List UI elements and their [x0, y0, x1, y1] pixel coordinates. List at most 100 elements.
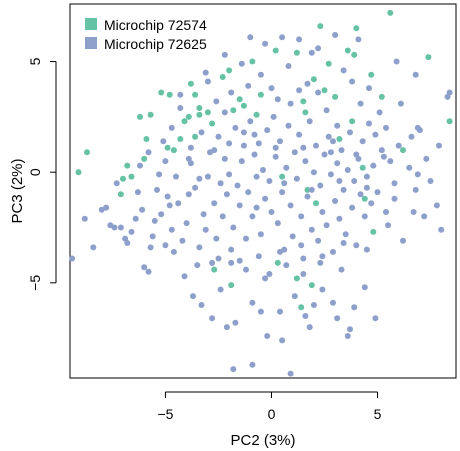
data-point-series-2-194: [149, 233, 156, 240]
data-point-series-2-243: [257, 308, 264, 315]
data-point-series-2-105: [370, 162, 377, 169]
data-point-series-2-129: [249, 299, 256, 306]
data-point-series-2-8: [139, 206, 146, 213]
data-point-series-2-235: [177, 91, 184, 98]
legend: Microchip 72574 Microchip 72625: [85, 17, 207, 52]
data-point-series-2-78: [313, 142, 319, 149]
data-point-series-1-35: [310, 76, 317, 83]
data-point-series-2-56: [266, 178, 273, 184]
data-point-series-2-152: [204, 78, 211, 85]
data-point-series-2-2: [90, 244, 97, 251]
axes-layer: −5 0 5 −5 0 5: [27, 57, 382, 422]
data-point-series-2-29: [209, 259, 216, 266]
data-point-series-2-245: [223, 324, 230, 331]
legend-label-series-2: Microchip 72625: [104, 36, 207, 52]
data-point-series-2-159: [357, 100, 364, 107]
data-point-series-2-54: [262, 195, 269, 202]
data-point-series-2-97: [353, 242, 360, 249]
data-point-series-2-116: [421, 213, 428, 220]
data-point-series-2-90: [338, 147, 345, 154]
data-point-series-1-1: [75, 169, 82, 176]
data-point-series-2-30: [211, 200, 218, 207]
data-point-series-2-109: [387, 158, 394, 165]
y-tick-label-2: 0: [27, 168, 43, 176]
data-point-series-2-147: [279, 337, 286, 344]
data-point-series-1-7: [141, 155, 148, 162]
data-point-series-1-48: [370, 228, 377, 235]
data-point-series-2-198: [236, 257, 243, 264]
data-point-series-2-5: [117, 224, 124, 231]
data-point-series-2-242: [344, 333, 351, 339]
data-point-series-2-43: [238, 158, 245, 165]
points-layer: [69, 9, 453, 377]
data-point-series-2-170: [334, 122, 341, 129]
data-point-series-2-45: [243, 235, 249, 242]
data-point-series-2-37: [226, 140, 233, 147]
data-point-series-1-19: [196, 111, 203, 118]
data-point-series-2-12: [154, 186, 160, 193]
data-point-series-2-187: [330, 138, 336, 145]
data-point-series-2-91: [340, 186, 347, 193]
data-point-series-1-41: [351, 51, 358, 58]
data-point-series-2-219: [185, 155, 192, 162]
data-point-series-1-45: [387, 9, 394, 16]
data-point-series-2-203: [340, 240, 347, 246]
data-point-series-2-46: [245, 189, 252, 196]
data-point-series-2-237: [393, 58, 400, 65]
data-point-series-2-51: [255, 140, 262, 147]
data-point-series-2-158: [340, 67, 347, 74]
data-point-series-2-197: [215, 255, 222, 262]
data-point-series-2-93: [344, 167, 351, 173]
data-point-series-2-157: [323, 107, 330, 114]
y-tick-label-1: −5: [27, 275, 43, 291]
data-point-series-1-22: [209, 120, 216, 127]
data-point-series-2-240: [249, 361, 256, 368]
data-point-series-2-138: [372, 315, 379, 322]
data-point-series-2-41: [234, 182, 241, 189]
data-point-series-1-14: [177, 136, 184, 142]
data-point-series-2-153: [245, 82, 252, 89]
data-point-series-2-35: [221, 155, 228, 162]
data-point-series-2-111: [395, 142, 402, 149]
data-point-series-1-29: [257, 91, 264, 98]
data-point-series-2-104: [368, 200, 375, 207]
data-point-series-1-11: [158, 89, 165, 96]
data-point-series-1-63: [325, 60, 332, 67]
data-point-series-1-55: [211, 266, 218, 273]
data-point-series-1-16: [185, 113, 192, 120]
data-point-series-1-64: [349, 118, 356, 125]
data-point-series-2-169: [315, 89, 322, 96]
data-point-series-2-239: [287, 370, 294, 377]
data-point-series-2-58: [270, 113, 277, 120]
data-point-series-2-217: [137, 162, 143, 169]
data-point-series-1-44: [378, 93, 385, 100]
data-point-series-2-127: [217, 286, 224, 293]
data-point-series-2-233: [221, 51, 228, 58]
data-point-series-2-113: [406, 164, 413, 171]
data-point-series-2-59: [272, 153, 279, 160]
data-point-series-2-118: [433, 202, 440, 209]
data-point-series-1-32: [293, 49, 300, 56]
data-point-series-1-34: [302, 109, 309, 116]
data-point-series-2-225: [353, 151, 360, 158]
data-point-series-2-117: [427, 178, 434, 184]
data-point-series-2-81: [319, 209, 326, 215]
y-axis-title: PC3 (2%): [9, 158, 26, 223]
data-point-series-2-246: [198, 302, 205, 308]
data-point-series-2-215: [391, 195, 398, 202]
data-point-series-2-39: [230, 224, 237, 231]
data-point-series-2-49: [251, 151, 258, 158]
data-point-series-1-24: [226, 67, 233, 74]
data-point-series-1-38: [332, 93, 339, 100]
data-point-series-2-60: [274, 220, 281, 227]
data-point-series-2-221: [240, 142, 247, 149]
data-point-series-2-164: [187, 144, 194, 151]
data-point-series-2-173: [414, 124, 421, 131]
data-point-series-2-53: [260, 167, 266, 173]
data-point-series-1-17: [187, 80, 194, 87]
data-point-series-1-10: [147, 111, 154, 118]
data-point-series-2-40: [232, 124, 239, 131]
data-point-series-2-25: [200, 211, 207, 218]
data-point-series-1-8: [143, 136, 150, 142]
data-point-series-2-140: [283, 262, 290, 269]
